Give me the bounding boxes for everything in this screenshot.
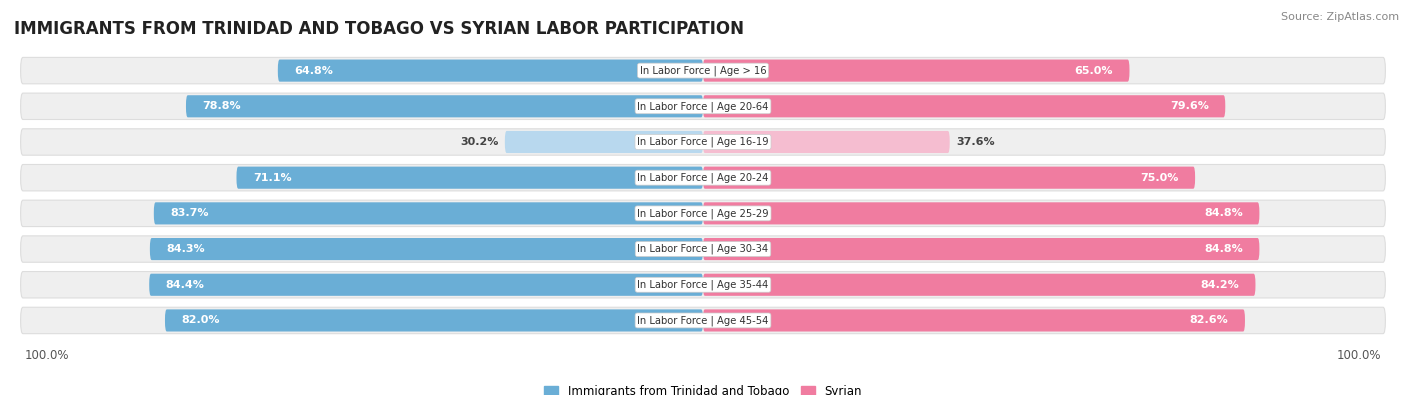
Text: 65.0%: 65.0% [1074,66,1114,75]
FancyBboxPatch shape [703,274,1256,296]
Text: 82.6%: 82.6% [1189,316,1229,325]
FancyBboxPatch shape [21,271,1385,298]
Text: 83.7%: 83.7% [170,209,208,218]
FancyBboxPatch shape [703,167,1195,189]
Text: 84.2%: 84.2% [1201,280,1239,290]
Text: 79.6%: 79.6% [1170,101,1209,111]
FancyBboxPatch shape [153,202,703,224]
FancyBboxPatch shape [186,95,703,117]
FancyBboxPatch shape [21,93,1385,120]
FancyBboxPatch shape [703,202,1260,224]
FancyBboxPatch shape [21,200,1385,227]
FancyBboxPatch shape [703,238,1260,260]
Text: 71.1%: 71.1% [253,173,291,182]
FancyBboxPatch shape [703,131,949,153]
FancyBboxPatch shape [165,309,703,331]
FancyBboxPatch shape [21,236,1385,262]
Text: Source: ZipAtlas.com: Source: ZipAtlas.com [1281,12,1399,22]
FancyBboxPatch shape [278,60,703,82]
Text: In Labor Force | Age 20-24: In Labor Force | Age 20-24 [637,173,769,183]
Legend: Immigrants from Trinidad and Tobago, Syrian: Immigrants from Trinidad and Tobago, Syr… [540,380,866,395]
FancyBboxPatch shape [21,57,1385,84]
Text: In Labor Force | Age 16-19: In Labor Force | Age 16-19 [637,137,769,147]
Text: 64.8%: 64.8% [294,66,333,75]
FancyBboxPatch shape [703,309,1244,331]
FancyBboxPatch shape [21,307,1385,334]
Text: In Labor Force | Age 20-64: In Labor Force | Age 20-64 [637,101,769,111]
Text: 30.2%: 30.2% [460,137,498,147]
Text: In Labor Force | Age 45-54: In Labor Force | Age 45-54 [637,315,769,326]
Text: 78.8%: 78.8% [202,101,240,111]
FancyBboxPatch shape [21,129,1385,155]
Text: 82.0%: 82.0% [181,316,219,325]
Text: In Labor Force | Age 30-34: In Labor Force | Age 30-34 [637,244,769,254]
Text: 84.3%: 84.3% [166,244,205,254]
Text: In Labor Force | Age 35-44: In Labor Force | Age 35-44 [637,280,769,290]
Text: 84.4%: 84.4% [166,280,204,290]
Text: In Labor Force | Age > 16: In Labor Force | Age > 16 [640,65,766,76]
Text: IMMIGRANTS FROM TRINIDAD AND TOBAGO VS SYRIAN LABOR PARTICIPATION: IMMIGRANTS FROM TRINIDAD AND TOBAGO VS S… [14,19,744,38]
Text: 84.8%: 84.8% [1205,244,1243,254]
FancyBboxPatch shape [703,60,1129,82]
FancyBboxPatch shape [236,167,703,189]
FancyBboxPatch shape [21,164,1385,191]
FancyBboxPatch shape [149,274,703,296]
FancyBboxPatch shape [505,131,703,153]
Text: 37.6%: 37.6% [956,137,995,147]
FancyBboxPatch shape [703,95,1225,117]
Text: In Labor Force | Age 25-29: In Labor Force | Age 25-29 [637,208,769,218]
Text: 75.0%: 75.0% [1140,173,1178,182]
FancyBboxPatch shape [150,238,703,260]
Text: 84.8%: 84.8% [1205,209,1243,218]
